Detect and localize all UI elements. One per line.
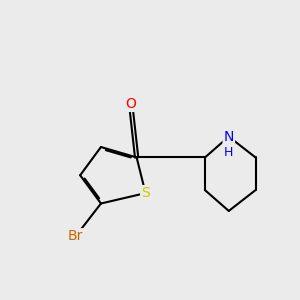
Text: H: H [224, 146, 233, 159]
Text: S: S [141, 186, 150, 200]
Text: N: N [224, 130, 234, 144]
Text: Br: Br [68, 229, 83, 243]
Text: O: O [125, 97, 136, 111]
